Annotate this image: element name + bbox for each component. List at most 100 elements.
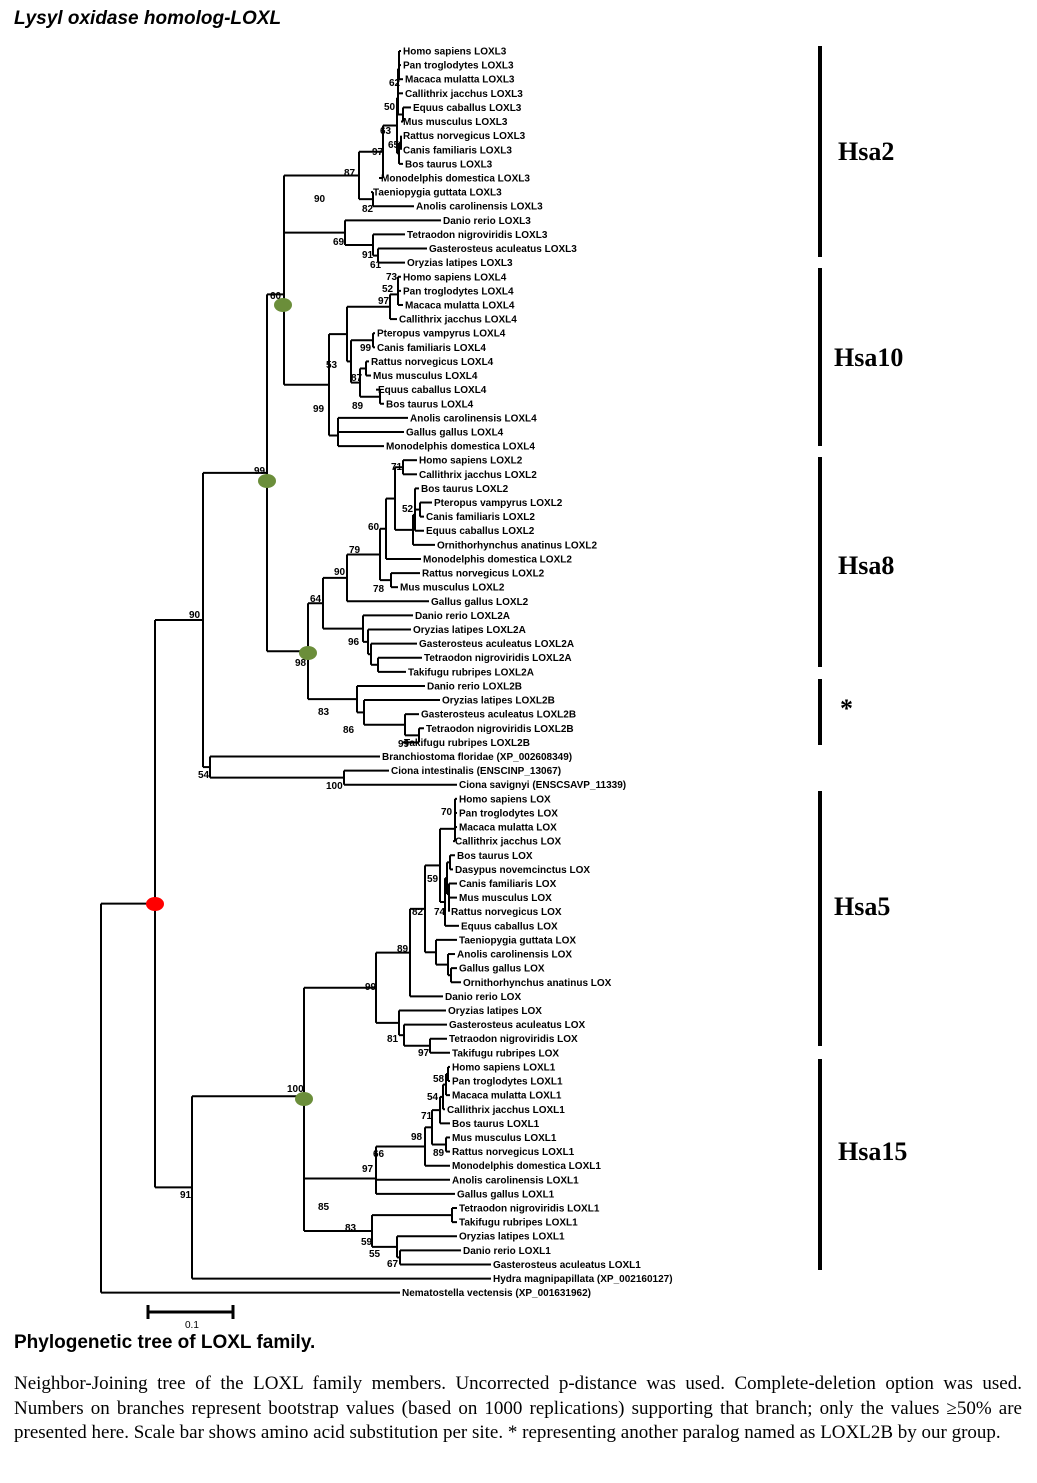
taxon-label: Equus caballus LOXL3 xyxy=(413,103,522,114)
bootstrap-labels: 6250636597878290699161735297998753899960… xyxy=(180,78,453,1270)
bootstrap-label: 89 xyxy=(352,401,364,412)
bootstrap-label: 91 xyxy=(362,250,374,261)
bootstrap-label: 69 xyxy=(333,237,345,248)
bootstrap-label: 99 xyxy=(313,404,325,415)
bootstrap-label: 99 xyxy=(254,466,266,477)
taxon-label: Pteropus vampyrus LOXL4 xyxy=(377,329,506,340)
taxon-label: Rattus norvegicus LOXL3 xyxy=(403,131,526,142)
bootstrap-label: 59 xyxy=(361,1237,373,1248)
taxon-label: Danio rerio LOXL2B xyxy=(427,681,522,692)
caption-text: Neighbor-Joining tree of the LOXL family… xyxy=(14,1373,1022,1443)
taxon-label: Mus musculus LOX xyxy=(459,893,552,904)
bootstrap-label: 97 xyxy=(418,1048,430,1059)
taxon-label: Monodelphis domestica LOXL1 xyxy=(452,1161,601,1172)
taxon-label: Canis familiaris LOX xyxy=(459,879,557,890)
bootstrap-label: 83 xyxy=(318,707,330,718)
taxon-label: Gasterosteus aculeatus LOXL2B xyxy=(421,710,576,721)
taxon-label: Bos taurus LOX xyxy=(457,851,533,862)
scale-bar-label: 0.1 xyxy=(185,1320,199,1330)
taxon-label: Gasterosteus aculeatus LOXL1 xyxy=(493,1260,641,1271)
taxon-label: Gasterosteus aculeatus LOXL3 xyxy=(429,244,577,255)
taxon-label: Tetraodon nigroviridis LOXL2B xyxy=(426,724,574,735)
bootstrap-label: 99 xyxy=(360,343,372,354)
taxon-label: Homo sapiens LOXL2 xyxy=(419,456,523,467)
taxon-label: Dasypus novemcinctus LOX xyxy=(455,865,590,876)
taxon-label: Gallus gallus LOXL4 xyxy=(406,427,504,438)
taxon-label: Oryzias latipes LOXL2B xyxy=(442,696,555,707)
taxon-label: Anolis carolinensis LOXL1 xyxy=(452,1175,579,1186)
taxon-label: Takifugu rubripes LOXL2A xyxy=(408,667,534,678)
taxon-label: Anolis carolinensis LOXL4 xyxy=(410,413,537,424)
bootstrap-label: 98 xyxy=(411,1132,423,1143)
taxon-label: Gasterosteus aculeatus LOXL2A xyxy=(419,639,574,650)
bootstrap-label: 90 xyxy=(189,610,201,621)
bootstrap-label: 86 xyxy=(343,725,355,736)
tree-branches xyxy=(100,50,491,1294)
taxon-label: Tetraodon nigroviridis LOXL3 xyxy=(407,230,548,241)
taxon-label: Anolis carolinensis LOX xyxy=(457,950,572,961)
bootstrap-label: 89 xyxy=(397,944,409,955)
group-label: * xyxy=(840,694,853,723)
bootstrap-label: 99 xyxy=(365,982,377,993)
taxon-label: Rattus norvegicus LOXL4 xyxy=(371,357,494,368)
group-bars: Hsa2 Hsa10 Hsa8 * Hsa5 Hsa15 xyxy=(818,46,907,1270)
taxon-label: Callithrix jacchus LOXL1 xyxy=(447,1105,565,1116)
bootstrap-label: 71 xyxy=(421,1111,433,1122)
bootstrap-label: 63 xyxy=(380,126,392,137)
taxon-label: Canis familiaris LOXL3 xyxy=(403,145,512,156)
bootstrap-label: 71 xyxy=(391,462,403,473)
bootstrap-label: 90 xyxy=(334,567,346,578)
taxon-label: Callithrix jacchus LOXL4 xyxy=(399,315,517,326)
taxon-label: Mus musculus LOXL4 xyxy=(373,371,478,382)
taxon-label: Takifugu rubripes LOX xyxy=(452,1048,559,1059)
bootstrap-label: 74 xyxy=(434,907,446,918)
bootstrap-label: 82 xyxy=(362,204,374,215)
taxon-label: Canis familiaris LOXL4 xyxy=(377,343,486,354)
group-label: Hsa15 xyxy=(838,1137,907,1166)
taxon-label: Ciona intestinalis (ENSCINP_13067) xyxy=(391,766,561,777)
bootstrap-label: 52 xyxy=(382,284,394,295)
taxon-label: Taeniopygia guttata LOXL3 xyxy=(373,188,502,199)
taxon-label: Bos taurus LOXL2 xyxy=(421,484,509,495)
bootstrap-label: 87 xyxy=(351,373,363,384)
taxon-label: Callithrix jacchus LOXL2 xyxy=(419,470,537,481)
taxon-label: Homo sapiens LOXL3 xyxy=(403,47,507,58)
group-label: Hsa10 xyxy=(834,343,903,372)
bootstrap-label: 62 xyxy=(389,78,401,89)
taxon-label: Homo sapiens LOXL4 xyxy=(403,272,507,283)
taxon-label: Branchiostoma floridae (XP_002608349) xyxy=(382,752,572,763)
bootstrap-label: 99 xyxy=(398,739,410,750)
taxon-label: Takifugu rubripes LOXL2B xyxy=(404,738,530,749)
bootstrap-label: 66 xyxy=(373,1149,385,1160)
taxon-label: Canis familiaris LOXL2 xyxy=(426,512,535,523)
bootstrap-label: 87 xyxy=(344,168,356,179)
taxon-label: Pan troglodytes LOXL1 xyxy=(452,1077,563,1088)
taxon-label: Danio rerio LOXL2A xyxy=(415,611,510,622)
bootstrap-label: 98 xyxy=(295,658,307,669)
node-marker xyxy=(146,897,164,911)
bootstrap-label: 54 xyxy=(198,770,210,781)
taxon-label: Oryzias latipes LOX xyxy=(448,1006,542,1017)
bootstrap-label: 64 xyxy=(310,594,322,605)
bootstrap-label: 85 xyxy=(318,1202,330,1213)
figure-title: Lysyl oxidase homolog-LOXL xyxy=(14,8,282,29)
bootstrap-label: 97 xyxy=(372,147,384,158)
node-marker xyxy=(299,646,317,660)
bootstrap-label: 83 xyxy=(345,1223,357,1234)
bootstrap-label: 78 xyxy=(373,584,385,595)
bootstrap-label: 91 xyxy=(180,1190,192,1201)
taxon-label: Pan troglodytes LOXL4 xyxy=(403,286,514,297)
bootstrap-label: 54 xyxy=(427,1092,439,1103)
taxon-label: Nematostella vectensis (XP_001631962) xyxy=(402,1288,591,1299)
taxon-label: Mus musculus LOXL2 xyxy=(400,583,505,594)
taxon-label: Oryzias latipes LOXL3 xyxy=(407,258,513,269)
bootstrap-label: 82 xyxy=(412,907,424,918)
taxon-label: Rattus norvegicus LOXL1 xyxy=(452,1147,575,1158)
bootstrap-label: 65 xyxy=(388,140,400,151)
taxon-label: Danio rerio LOX xyxy=(445,992,521,1003)
taxon-label: Tetraodon nigroviridis LOX xyxy=(449,1034,578,1045)
bootstrap-label: 58 xyxy=(433,1074,445,1085)
node-marker xyxy=(258,474,276,488)
taxon-label: Macaca mulatta LOX xyxy=(459,823,557,834)
bootstrap-label: 50 xyxy=(384,102,396,113)
